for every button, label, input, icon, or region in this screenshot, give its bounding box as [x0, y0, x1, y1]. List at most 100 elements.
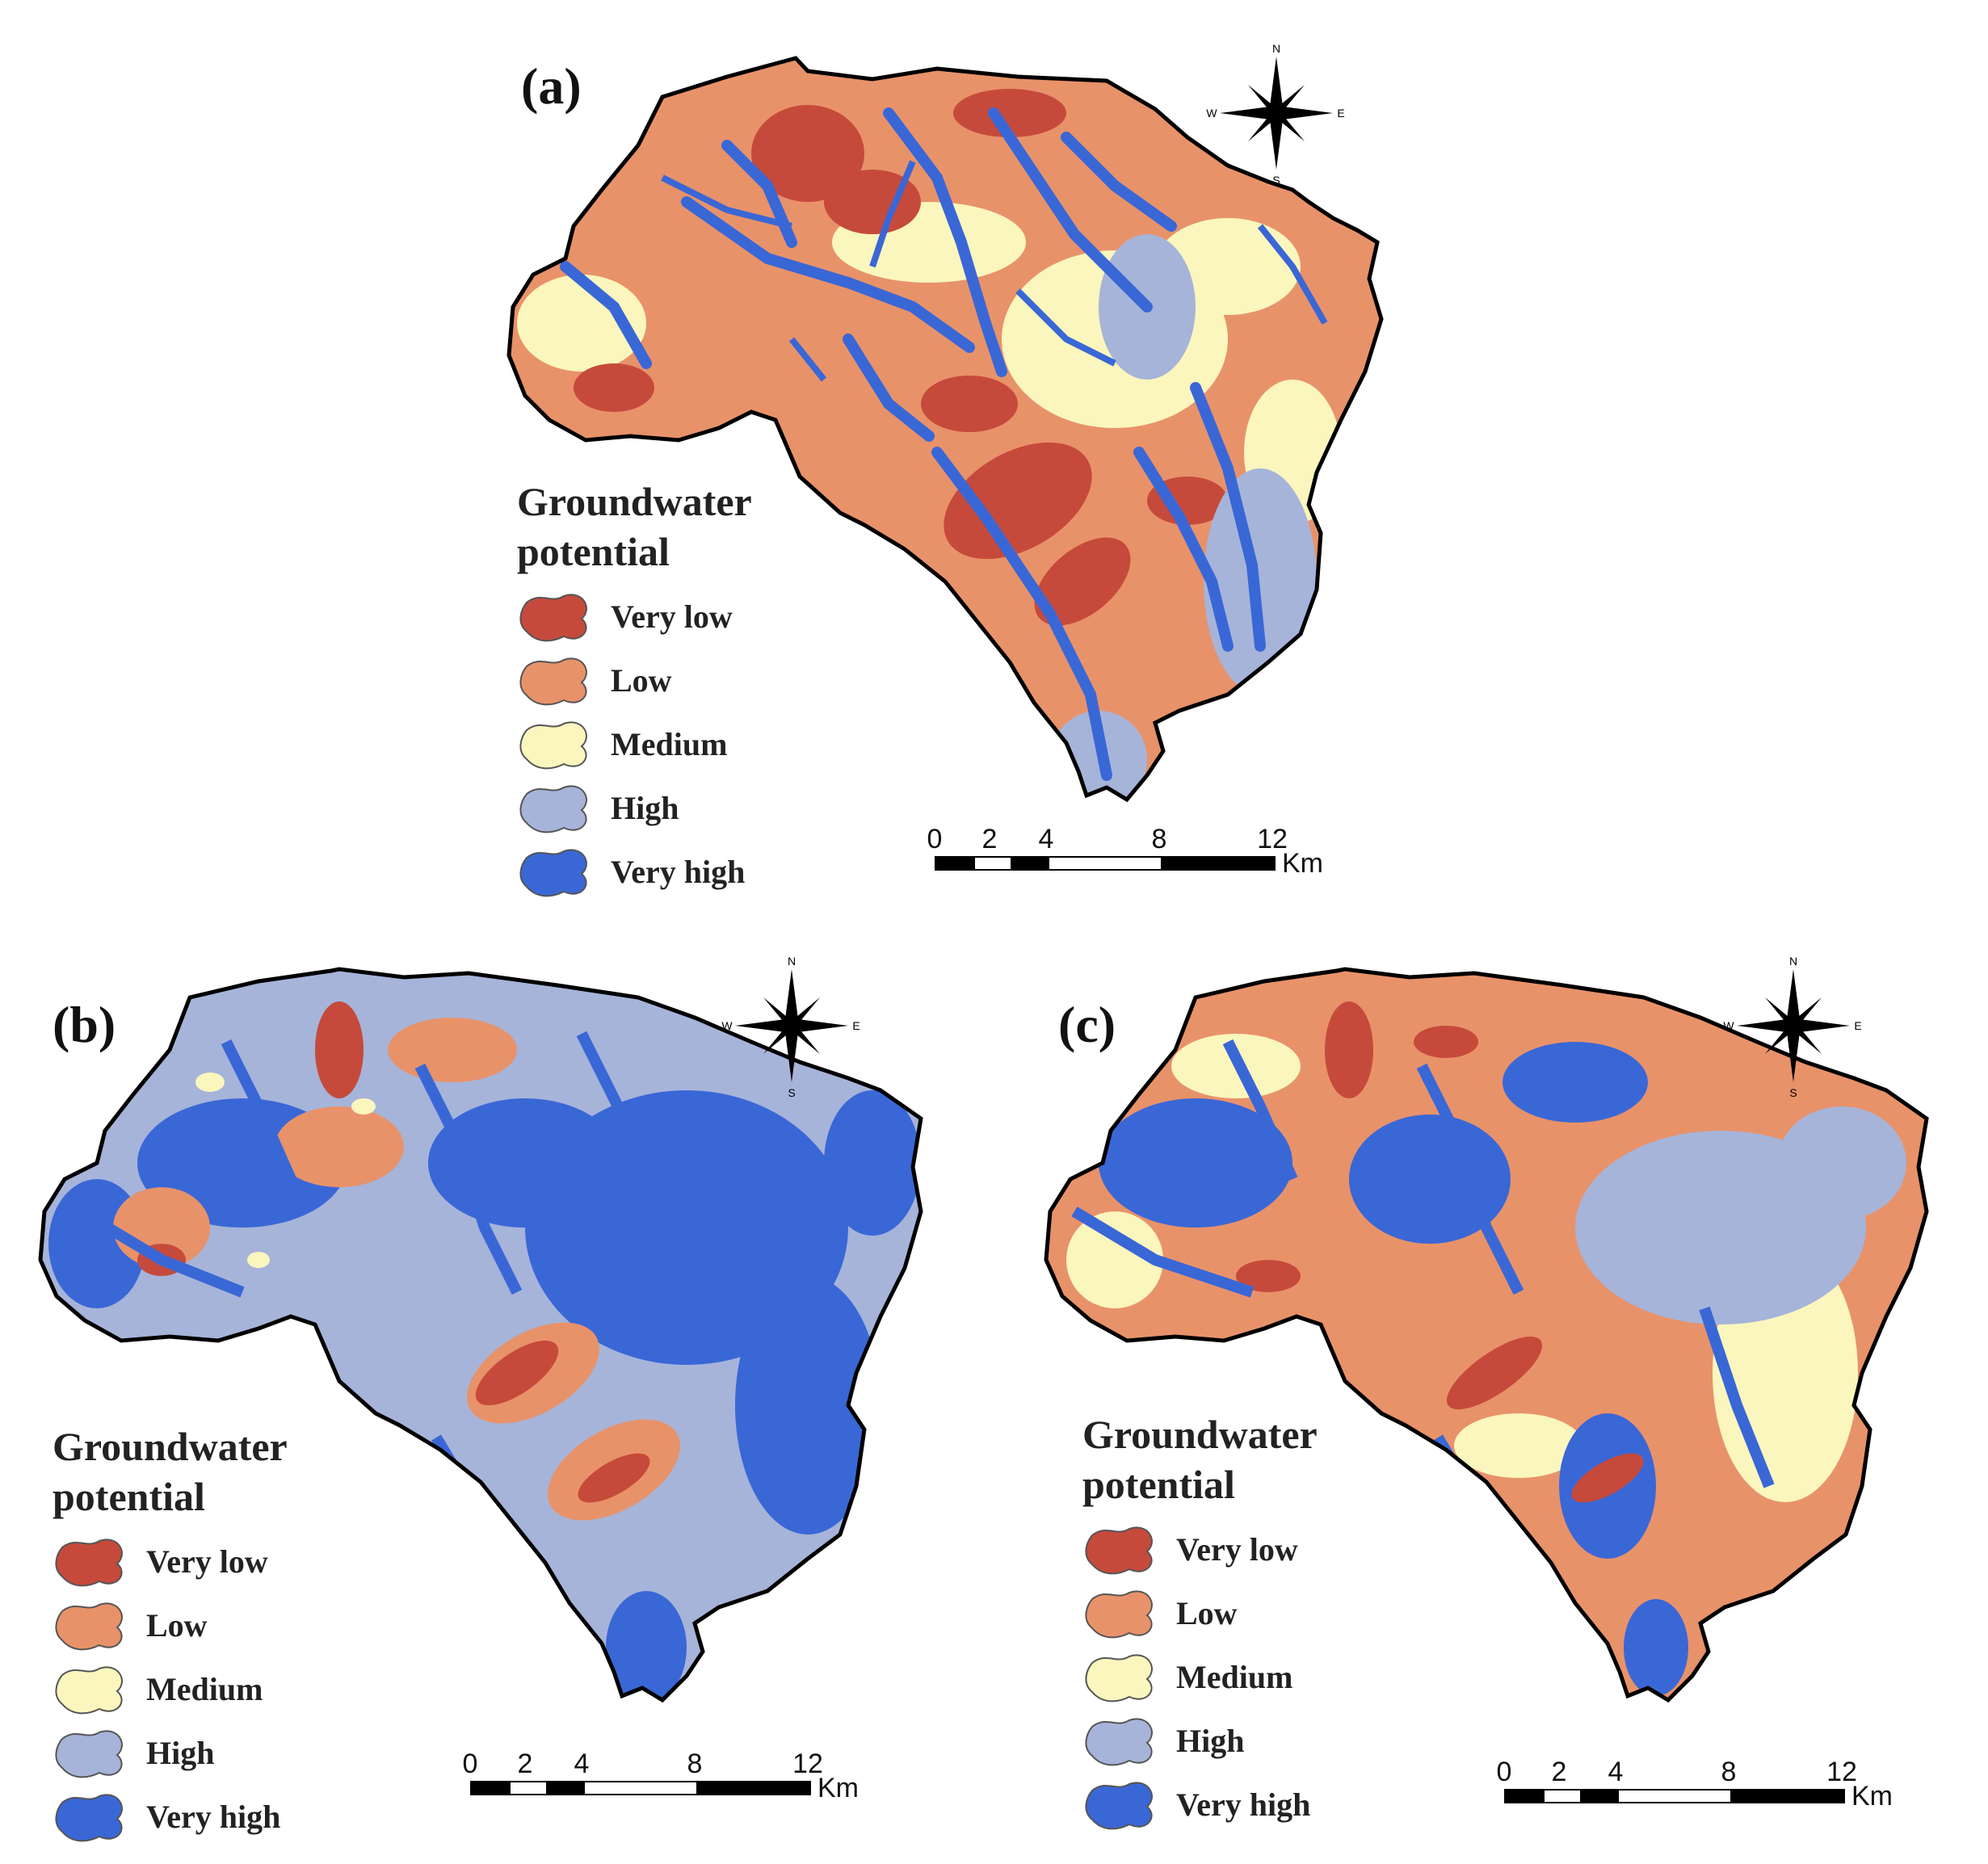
- north-arrow-c: N S E W: [1723, 955, 1861, 1098]
- panel-b: (b): [0, 921, 994, 1864]
- legend-label-low: Low: [146, 1607, 208, 1644]
- legend-item-low: Low: [1082, 1581, 1389, 1645]
- scalebar-c: 0 2 4 8 12 Km: [1497, 1757, 1893, 1813]
- scale-tick-0: 0: [927, 824, 943, 854]
- scalebar-b: 0 2 4 8 12 Km: [463, 1749, 859, 1805]
- map-c[interactable]: [994, 921, 1988, 1864]
- scale-seg-2: [973, 856, 1012, 871]
- compass-n-b: N: [788, 955, 796, 968]
- legend-item-very-low: Very low: [1082, 1518, 1389, 1581]
- compass-e-a: E: [1337, 107, 1344, 120]
- legend-swatch-high: [1085, 1717, 1153, 1765]
- legend-swatch-medium: [1085, 1653, 1153, 1702]
- legend-b: Groundwater potential Very low Low Mediu…: [53, 1421, 359, 1849]
- legend-label-high: High: [1176, 1723, 1245, 1759]
- raster-a: [509, 58, 1381, 800]
- compass-e-c: E: [1854, 1019, 1861, 1032]
- legend-label-very-high: Very high: [1176, 1786, 1311, 1823]
- north-arrow-a: N S E W: [1206, 42, 1344, 186]
- compass-w-c: W: [1723, 1019, 1734, 1032]
- legend-swatch-very-high: [519, 848, 587, 896]
- scale-tick-12: 12: [1257, 824, 1288, 854]
- scale-seg-5: [1730, 1789, 1845, 1803]
- scale-seg-2: [1543, 1789, 1582, 1803]
- scale-tick-8: 8: [1721, 1757, 1737, 1787]
- legend-a: Groundwater potential Very low Low Mediu…: [517, 476, 824, 904]
- scale-seg-4: [1617, 1789, 1732, 1803]
- legend-label-very-low: Very low: [611, 598, 733, 635]
- scale-tick-8: 8: [1151, 824, 1167, 854]
- legend-swatch-low: [519, 657, 587, 705]
- compass-n-c: N: [1789, 955, 1797, 968]
- scale-seg-3: [1580, 1789, 1619, 1803]
- legend-swatch-very-low: [519, 593, 587, 641]
- scale-seg-5: [696, 1781, 811, 1795]
- legend-title-line2: potential: [1082, 1462, 1235, 1507]
- legend-swatch-very-high: [55, 1793, 123, 1841]
- legend-item-low: Low: [53, 1593, 359, 1657]
- legend-item-medium: Medium: [53, 1657, 359, 1721]
- scale-seg-5: [1161, 856, 1276, 871]
- scale-tick-2: 2: [981, 824, 998, 854]
- scale-seg-1: [935, 856, 975, 871]
- legend-swatch-medium: [519, 720, 587, 769]
- legend-item-very-low: Very low: [517, 585, 824, 649]
- scale-tick-12: 12: [1826, 1757, 1857, 1787]
- scale-tick-8: 8: [687, 1749, 703, 1779]
- scale-unit: Km: [1282, 848, 1323, 879]
- legend-item-medium: Medium: [517, 712, 824, 776]
- panel-label-b: (b): [53, 996, 116, 1053]
- legend-title-line2: potential: [53, 1474, 205, 1519]
- compass-n-a: N: [1272, 42, 1280, 55]
- panel-a: (a): [0, 0, 1988, 913]
- legend-label-medium: Medium: [146, 1671, 263, 1707]
- scale-seg-1: [1504, 1789, 1545, 1803]
- compass-w-b: W: [721, 1019, 733, 1032]
- legend-swatch-low: [1085, 1589, 1153, 1638]
- scale-unit: Km: [1851, 1781, 1893, 1812]
- compass-s-b: S: [788, 1086, 795, 1098]
- legend-title-line1: Groundwater: [517, 479, 752, 524]
- legend-swatch-high: [55, 1729, 123, 1778]
- compass-s-a: S: [1272, 174, 1280, 186]
- scale-unit: Km: [817, 1773, 859, 1803]
- scale-seg-2: [509, 1781, 548, 1795]
- scale-tick-0: 0: [1496, 1757, 1512, 1787]
- scale-tick-4: 4: [1608, 1757, 1624, 1787]
- legend-item-very-high: Very high: [1082, 1773, 1389, 1837]
- scale-tick-4: 4: [574, 1749, 590, 1779]
- legend-swatch-high: [519, 784, 587, 833]
- legend-label-high: High: [611, 790, 679, 826]
- legend-c: Groundwater potential Very low Low Mediu…: [1082, 1409, 1389, 1837]
- legend-title-line1: Groundwater: [1082, 1412, 1318, 1457]
- scale-tick-2: 2: [1551, 1757, 1567, 1787]
- scale-tick-12: 12: [792, 1749, 823, 1779]
- legend-label-low: Low: [611, 662, 672, 699]
- scale-tick-2: 2: [517, 1749, 533, 1779]
- legend-label-medium: Medium: [611, 726, 728, 762]
- scale-seg-4: [1048, 856, 1162, 871]
- legend-swatch-low: [55, 1602, 123, 1650]
- legend-swatch-very-low: [55, 1538, 123, 1586]
- map-a[interactable]: [0, 0, 1988, 913]
- scale-tick-4: 4: [1038, 824, 1054, 854]
- north-arrow-b: N S E W: [721, 955, 860, 1098]
- scale-seg-1: [470, 1781, 511, 1795]
- legend-swatch-very-low: [1085, 1526, 1153, 1574]
- compass-e-b: E: [852, 1019, 860, 1032]
- scale-tick-0: 0: [462, 1749, 478, 1779]
- legend-item-high: High: [1082, 1709, 1389, 1773]
- legend-swatch-very-high: [1085, 1781, 1153, 1829]
- legend-label-medium: Medium: [1176, 1659, 1293, 1695]
- scale-seg-4: [583, 1781, 698, 1795]
- scalebar-a: 0 2 4 8 12 Km: [927, 824, 1323, 880]
- legend-item-very-high: Very high: [53, 1785, 359, 1849]
- legend-item-high: High: [517, 776, 824, 840]
- legend-item-very-low: Very low: [53, 1530, 359, 1593]
- compass-s-c: S: [1789, 1086, 1797, 1098]
- legend-label-high: High: [146, 1735, 215, 1771]
- legend-item-medium: Medium: [1082, 1645, 1389, 1709]
- map-b[interactable]: [0, 921, 994, 1864]
- legend-label-very-high: Very high: [611, 854, 746, 890]
- panel-label-c: (c): [1058, 996, 1116, 1053]
